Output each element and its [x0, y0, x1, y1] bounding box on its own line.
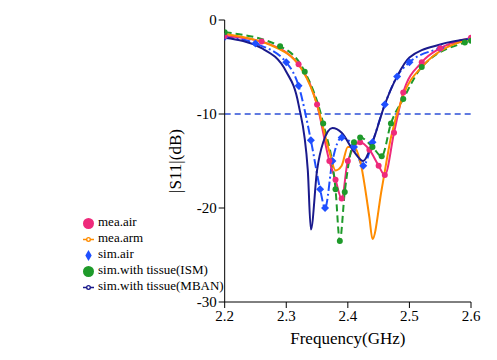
svg-text:2.3: 2.3 — [277, 308, 296, 324]
html-text:sim.with tissue(MBAN): sim.with tissue(MBAN) — [98, 278, 224, 293]
svg-text:Frequency(GHz): Frequency(GHz) — [290, 329, 405, 348]
html-text:sim.air: sim.air — [98, 246, 134, 261]
svg-text:-30: -30 — [197, 294, 217, 310]
svg-text:2.5: 2.5 — [400, 308, 419, 324]
svg-text:0: 0 — [209, 12, 217, 28]
html-text:mea.air: mea.air — [98, 214, 137, 229]
svg-text:2.4: 2.4 — [338, 308, 357, 324]
svg-text:-20: -20 — [197, 200, 217, 216]
html-text:mea.arm: mea.arm — [98, 230, 144, 245]
html-text:sim.with tissue(ISM): sim.with tissue(ISM) — [98, 262, 208, 277]
svg-text:-10: -10 — [197, 106, 217, 122]
svg-text:|S11|(dB): |S11|(dB) — [166, 129, 185, 193]
svg-text:2.6: 2.6 — [462, 308, 481, 324]
svg-text:2.2: 2.2 — [215, 308, 234, 324]
